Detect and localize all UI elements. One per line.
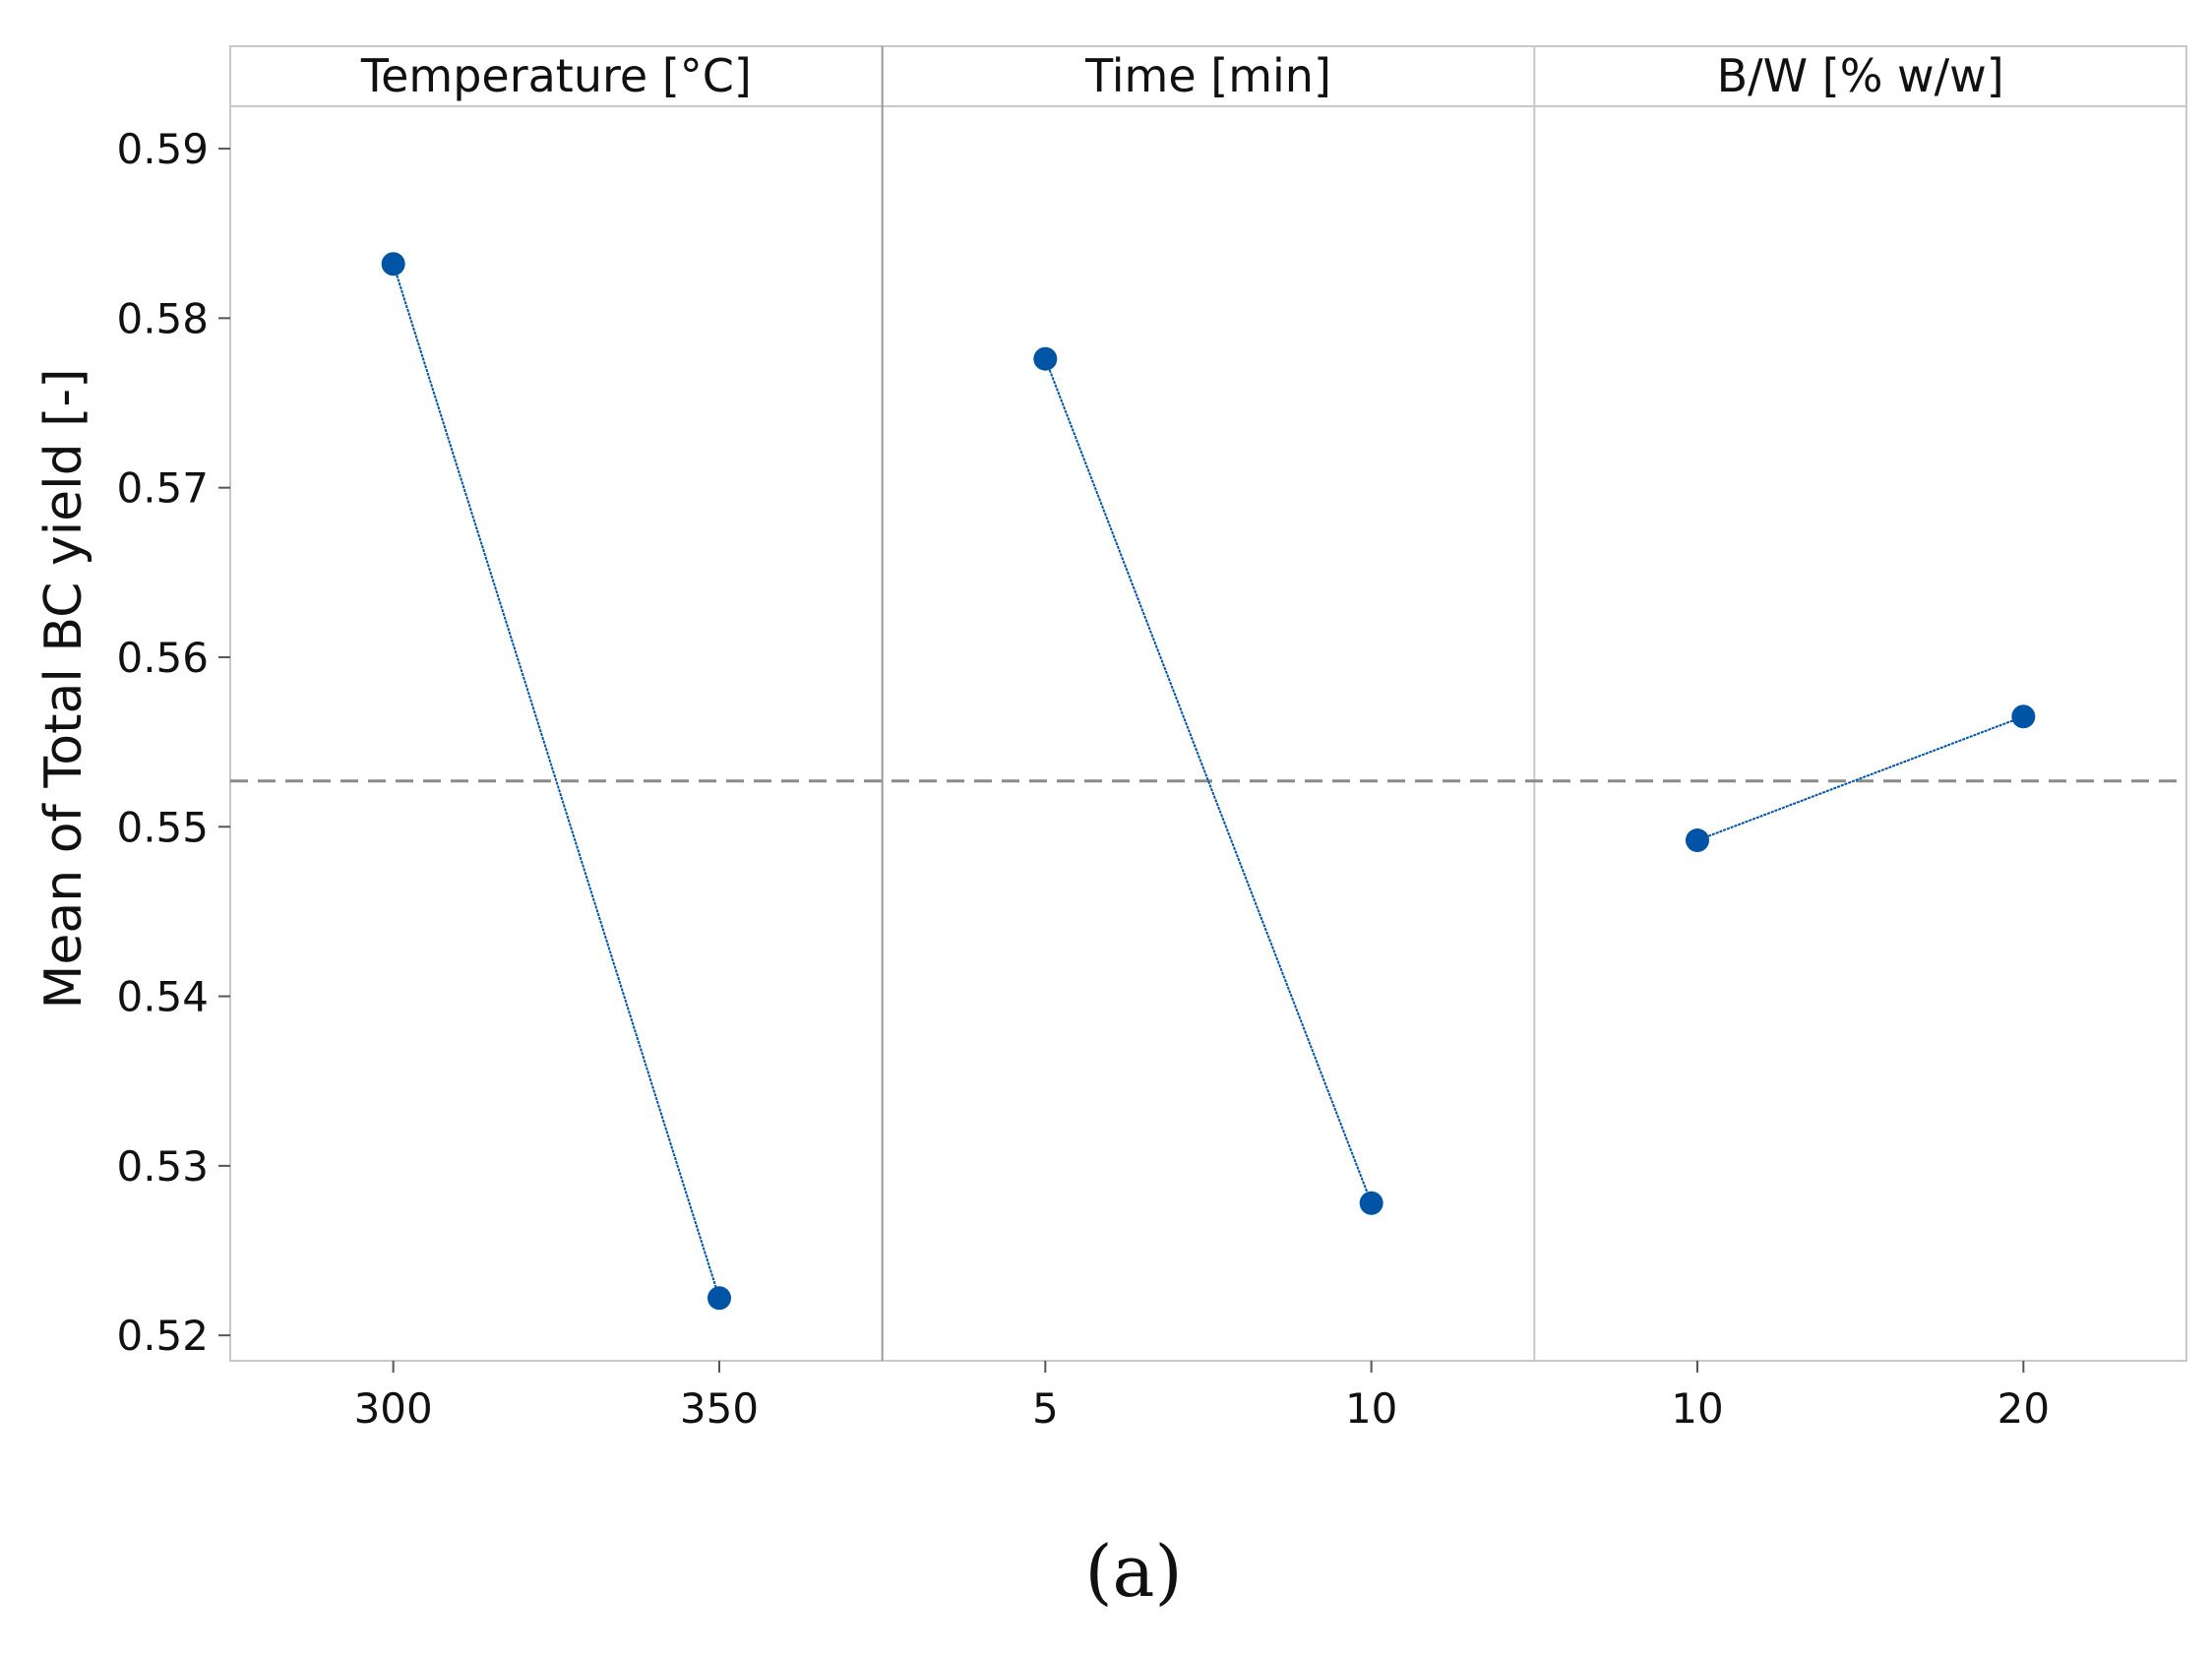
y-tick-label: 0.56 [116, 634, 209, 682]
y-tick-label: 0.53 [116, 1142, 209, 1191]
series-line [392, 263, 720, 1299]
data-point [1033, 346, 1058, 371]
figure-caption: (a) [1084, 1530, 1182, 1613]
y-tick-label: 0.58 [116, 294, 209, 342]
panel-title: B/W [% w/w] [1717, 49, 2004, 102]
y-tick-label: 0.54 [116, 973, 209, 1021]
data-point [381, 252, 405, 276]
y-axis: 0.52 0.53 0.54 0.55 0.56 0.57 0.58 0.59 [116, 125, 230, 1360]
y-tick-label: 0.57 [116, 464, 209, 513]
data-point [1359, 1191, 1383, 1215]
x-tick-label: 350 [680, 1384, 759, 1433]
panels: Temperature [°C] 300 350 Time [min] 5 10 B/W [… [354, 46, 2050, 1433]
x-tick-label: 10 [1671, 1384, 1723, 1433]
y-tick-label: 0.59 [116, 125, 209, 173]
panel-title: Time [min] [1084, 49, 1331, 102]
panel-title: Temperature [°C] [360, 49, 752, 102]
x-tick-label: 300 [354, 1384, 433, 1433]
series-line [1696, 715, 2024, 841]
y-tick-label: 0.55 [116, 803, 209, 851]
plot-border [229, 45, 2187, 1362]
plot-frame [229, 45, 2187, 1362]
data-point [707, 1286, 731, 1311]
x-tick-label: 20 [1997, 1384, 2050, 1433]
y-tick-label: 0.52 [116, 1312, 209, 1360]
data-point [1686, 828, 1709, 853]
y-axis-label: Mean of Total BC yield [-] [34, 369, 93, 1010]
data-point [2011, 704, 2036, 729]
x-tick-label: 5 [1032, 1384, 1059, 1433]
series-line [1044, 358, 1373, 1204]
series-layer [381, 252, 2036, 1311]
x-tick-label: 10 [1345, 1384, 1397, 1433]
